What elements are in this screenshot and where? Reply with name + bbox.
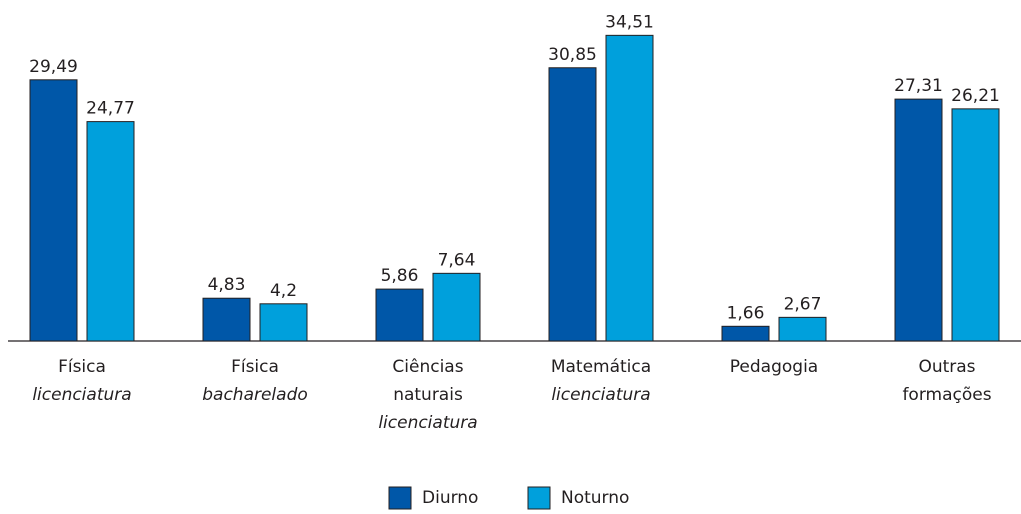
value-label: 2,67: [784, 294, 822, 314]
value-label: 4,83: [208, 275, 246, 295]
bar: [778, 316, 827, 342]
value-label: 24,77: [86, 99, 135, 119]
bar: [721, 325, 770, 342]
x-tick-label: Outras formações: [902, 357, 991, 405]
bar: [202, 297, 251, 342]
x-tick-qualifier: licenciatura: [378, 413, 477, 433]
bar: [432, 272, 481, 342]
bar: [605, 34, 654, 342]
value-label: 1,66: [727, 303, 765, 323]
x-tick-qualifier: licenciatura: [551, 385, 650, 405]
value-label: 34,51: [605, 12, 654, 32]
value-label: 4,2: [270, 281, 297, 301]
value-label: 26,21: [951, 86, 1000, 106]
bar: [29, 79, 78, 342]
value-label: 30,85: [548, 45, 597, 65]
x-tick-label: Ciências naturais: [392, 357, 463, 405]
x-tick-label: Física: [231, 357, 279, 377]
value-label: 29,49: [29, 57, 78, 77]
value-label: 7,64: [438, 250, 476, 270]
value-label: 27,31: [894, 76, 943, 96]
x-tick-label: Matemática: [551, 357, 651, 377]
bar: [951, 108, 1000, 342]
x-tick-label: Pedagogia: [730, 357, 818, 377]
bar: [259, 303, 308, 342]
legend-label: Noturno: [561, 488, 629, 508]
legend-label: Diurno: [422, 488, 478, 508]
value-label: 5,86: [381, 266, 419, 286]
bar: [86, 121, 135, 342]
bar: [548, 67, 597, 342]
x-tick-qualifier: bacharelado: [202, 385, 308, 405]
bar: [375, 288, 424, 342]
legend-swatch: [527, 486, 551, 510]
x-tick-qualifier: licenciatura: [32, 385, 131, 405]
bar: [894, 98, 943, 342]
x-tick-label: Física: [58, 357, 106, 377]
legend-swatch: [388, 486, 412, 510]
